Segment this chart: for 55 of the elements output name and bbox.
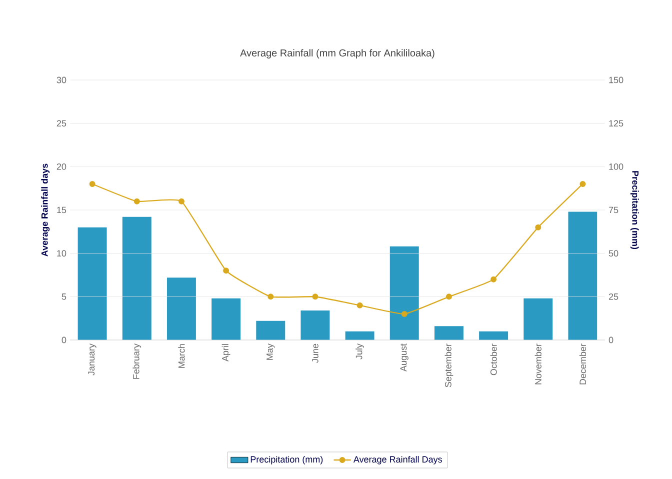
x-tick-label: March [178,344,185,368]
point [223,268,230,274]
bar [256,320,286,340]
y-tick-label: 5 [62,294,66,300]
bar [568,212,598,340]
y-tick-label: 10 [57,250,66,257]
legend-label: Precipitation (mm) [250,456,323,464]
y2-tick-label: 50 [608,250,618,257]
point [178,198,184,204]
point [268,294,274,300]
y2-tick-label: 100 [609,163,624,170]
y2-tick-label: 150 [609,76,624,84]
point [580,180,586,187]
point [134,198,140,204]
point [401,310,408,317]
bar [122,216,152,340]
point [535,224,542,230]
x-tick-label: April [222,344,230,362]
x-tick-label: June [312,344,318,363]
y2-tick-label: 75 [608,206,618,214]
bar [212,298,241,340]
bar [390,246,419,340]
bar [166,278,196,340]
legend-label: Average Rainfall Days [353,456,442,464]
y-tick-label: 30 [56,76,66,84]
y-tick-label: 15 [57,206,66,214]
bar [524,298,553,340]
y-tick-label: 0 [62,336,66,344]
bar [479,331,508,340]
bar [345,331,374,340]
bar [434,326,464,340]
y2-tick-label: 125 [609,120,624,127]
bar [78,227,107,340]
x-tick-label: August [400,344,408,372]
y-tick-label: 25 [56,120,66,127]
y2-tick-label: 0 [608,336,614,344]
point [312,294,318,300]
point [356,302,363,308]
x-tick-label: November [534,344,542,384]
y2-tick-label: 25 [608,293,618,300]
x-tick-label: July [356,344,364,360]
x-tick-label: October [490,344,497,376]
y-tick-label: 20 [56,163,66,170]
x-tick-label: February [132,344,142,379]
point [490,276,497,282]
bar [300,310,330,340]
x-tick-label: September [444,344,454,388]
point [446,294,452,300]
x-tick-label: May [266,344,275,360]
x-tick-label: January [88,344,96,376]
y2-axis-title: Precipitation (mm) [630,171,639,250]
x-tick-label: December [579,344,586,384]
y-axis-title: Average Rainfall days [41,164,50,256]
chart-title: Average Rainfall (mm Graph for Ankililoaka) [240,49,434,58]
point [89,180,96,187]
